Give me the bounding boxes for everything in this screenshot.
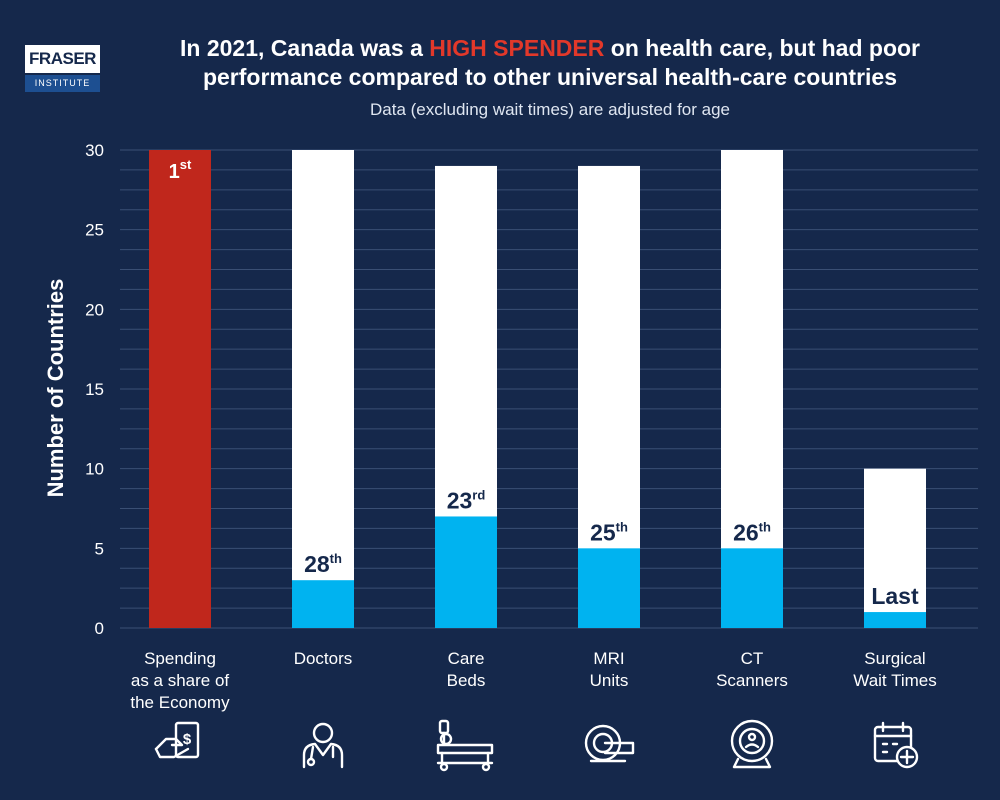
rank-label: 28th	[304, 551, 342, 577]
bar-rank	[721, 548, 783, 628]
rank-suffix: st	[180, 157, 192, 172]
category-label: Care	[448, 649, 485, 668]
bar-rank	[292, 580, 354, 628]
y-tick-label: 20	[85, 300, 104, 319]
bar-spending	[149, 150, 211, 628]
category-label: as a share of	[131, 671, 230, 690]
category-label: CT	[741, 649, 764, 668]
rank-number: 26	[733, 519, 759, 545]
bar-rank	[435, 516, 497, 628]
category-label: Spending	[144, 649, 216, 668]
category-label: Doctors	[294, 649, 353, 668]
rank-suffix: rd	[472, 487, 485, 502]
rank-suffix: th	[759, 519, 771, 534]
svg-text:$: $	[183, 731, 192, 748]
rank-label: 25th	[590, 519, 628, 545]
rank-number: 1	[169, 161, 180, 183]
chart-title: In 2021, Canada was a HIGH SPENDER on he…	[110, 34, 990, 92]
hospital-bed-icon	[436, 719, 494, 772]
category-label: Beds	[447, 671, 486, 690]
category-label: Units	[590, 671, 629, 690]
ct-scanner-icon	[730, 719, 774, 769]
chart-subtitle: Data (excluding wait times) are adjusted…	[369, 100, 730, 119]
rank-suffix: th	[616, 519, 628, 534]
bar-total	[864, 468, 926, 628]
y-axis-ticks: 0 5 10 15 20 25 30	[85, 141, 104, 638]
fraser-institute-logo: FRASER INSTITUTE	[25, 45, 100, 95]
rank-label: 1st	[169, 157, 192, 183]
category-label: the Economy	[130, 693, 230, 712]
rank-label: 23rd	[447, 487, 486, 513]
y-axis-label: Number of Countries	[43, 279, 68, 498]
rank-number: 28	[304, 551, 330, 577]
category-icons: $	[154, 719, 919, 772]
rank-number: 25	[590, 519, 616, 545]
title-part-2: on health care, but had poor performance…	[202, 35, 921, 90]
rank-label: 26th	[733, 519, 771, 545]
category-label: Surgical	[864, 649, 925, 668]
y-tick-label: 5	[95, 539, 104, 558]
y-tick-label: 0	[95, 619, 104, 638]
category-label: Wait Times	[853, 671, 936, 690]
category-labels: Spending as a share of the Economy Doctors C…	[130, 649, 936, 712]
title-part-1: In 2021, Canada was a	[179, 35, 430, 61]
bar-rank	[864, 612, 926, 628]
gridlines	[120, 149, 978, 629]
rank-number: 23	[447, 487, 473, 513]
bar-total	[292, 150, 354, 628]
money-hand-icon: $	[154, 721, 200, 759]
y-tick-label: 10	[85, 460, 104, 479]
category-label: Scanners	[716, 671, 788, 690]
y-tick-label: 25	[85, 221, 104, 240]
y-tick-label: 30	[85, 141, 104, 160]
title-highlight: HIGH SPENDER	[429, 35, 605, 61]
calendar-plus-icon	[873, 721, 919, 769]
doctor-icon	[302, 722, 344, 769]
logo-subname: INSTITUTE	[25, 75, 100, 92]
rank-suffix: th	[330, 551, 342, 566]
logo-name: FRASER	[25, 45, 100, 73]
y-tick-label: 15	[85, 380, 104, 399]
mri-scanner-icon	[584, 724, 635, 763]
rank-number: Last	[871, 583, 919, 609]
bar-rank	[578, 548, 640, 628]
rank-label: Last	[871, 583, 919, 609]
bars	[149, 150, 926, 628]
category-label: MRI	[593, 649, 624, 668]
